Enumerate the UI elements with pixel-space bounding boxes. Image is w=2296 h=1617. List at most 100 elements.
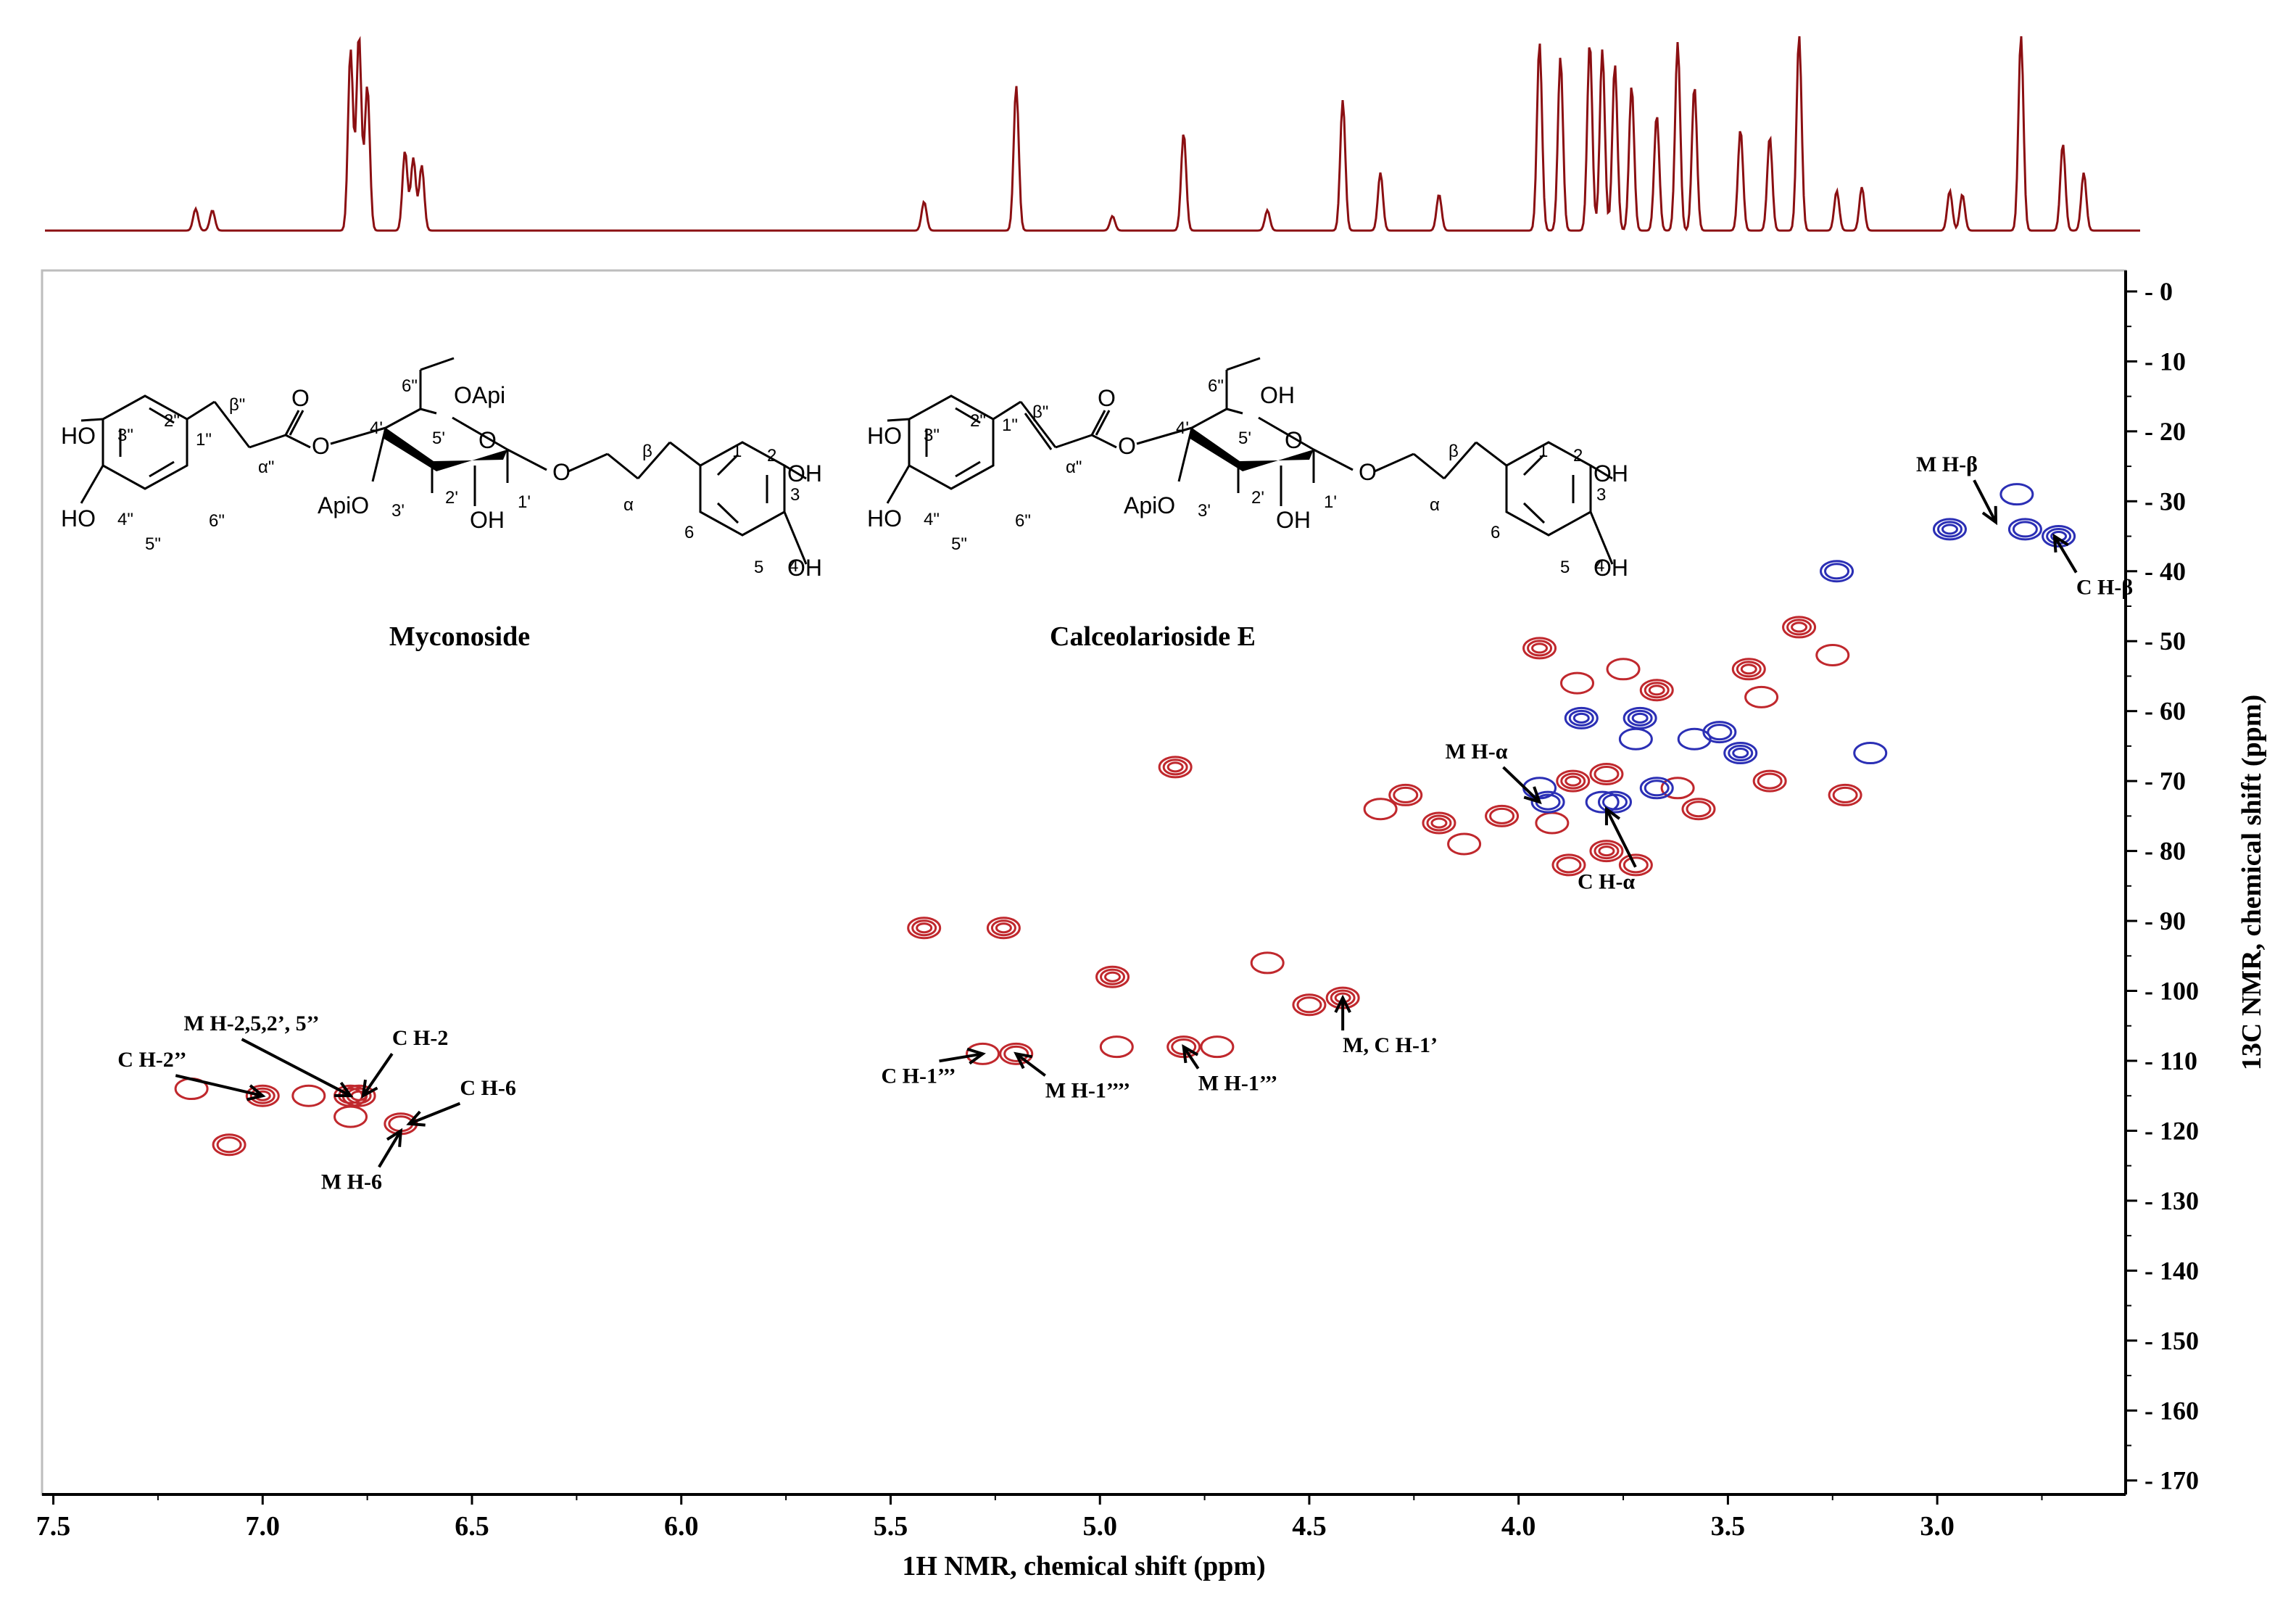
cross-peak-positive [1815,644,1850,667]
y-axis-label: 13C NMR, chemical shift (ppm) [2237,695,2267,1070]
annotation: M, C H-1’ [1334,994,1438,1057]
svg-text:OH: OH [1593,555,1628,581]
cross-peak-positive [245,1084,280,1107]
cross-peak-negative [1677,727,1712,750]
y-tick-label: - 90 [2144,906,2186,935]
svg-text:2': 2' [445,488,458,508]
myconoside-labels: HO HO O O OApi O ApiO OH O OH OH 2" 3" 1… [61,376,822,581]
svg-text:HO: HO [867,505,902,532]
cross-peak-positive [1681,798,1716,821]
cross-peak-positive [212,1133,246,1157]
svg-text:1: 1 [732,442,742,461]
svg-text:OH: OH [1276,507,1311,533]
annotation-arrowhead [1182,1043,1199,1064]
y-tick-label: - 110 [2144,1046,2197,1075]
annotation-arrow [241,1038,352,1097]
annotation-arrowhead [1334,994,1351,1014]
svg-text:HO: HO [61,423,96,449]
annotation-arrow [939,1052,983,1063]
svg-text:α: α [1430,495,1440,515]
svg-text:α": α" [258,458,274,477]
y-axis-ticks: - 0 - 10 - 20 - 30 - 40 - 50 - 60 - 70 - 80 - 90 -… [2126,277,2199,1495]
annotation-arrowhead [1981,505,1998,526]
y-tick-label: - 160 [2144,1396,2199,1425]
svg-text:3": 3" [924,426,940,445]
annotation-label: M H-1’’’’ [1045,1078,1130,1102]
y-tick-label: - 50 [2144,626,2186,656]
svg-text:OH: OH [1260,382,1295,408]
x-axis-label: 1H NMR, chemical shift (ppm) [902,1551,1265,1581]
myconoside-name: Myconoside [389,621,530,652]
y-tick-label: - 30 [2144,487,2186,516]
y-tick-label: - 150 [2144,1326,2199,1355]
svg-text:O: O [478,427,497,453]
x-tick-label: 3.5 [1711,1511,1746,1542]
cross-peak-positive [986,917,1021,940]
svg-text:β": β" [229,395,245,415]
svg-text:α: α [623,495,634,515]
svg-text:3": 3" [117,426,133,445]
svg-text:4: 4 [1595,556,1604,576]
svg-text:β: β [642,442,652,461]
svg-text:HO: HO [61,505,96,532]
svg-text:4": 4" [117,510,133,529]
svg-text:5': 5' [1238,429,1251,448]
annotation: M H-1’’’’ [1014,1051,1130,1102]
annotation-arrow [378,1130,402,1168]
svg-text:ApiO: ApiO [318,492,369,518]
calceolarioside-labels: HO HO O O OH O ApiO OH O OH OH 2" 3" 1" … [867,376,1628,581]
cross-peak-negative [1723,742,1758,765]
svg-text:5: 5 [754,558,763,577]
cross-peak-positive [1485,804,1520,827]
svg-text:1': 1' [518,492,531,512]
y-tick-label: - 40 [2144,557,2186,586]
cross-peak-negative [1999,483,2034,506]
svg-text:1: 1 [1538,442,1548,461]
cross-peak-positive [1363,798,1398,821]
annotation: C H-β [2052,533,2133,600]
annotation-label: C H-β [2076,576,2133,600]
x-tick-label: 7.0 [246,1511,281,1542]
y-tick-label: - 140 [2144,1256,2199,1285]
svg-text:1": 1" [196,430,212,450]
cross-peak-positive [1660,777,1695,800]
svg-text:2: 2 [1573,446,1583,466]
cross-peak-negative [1622,706,1657,729]
annotation-arrowhead [246,1084,266,1101]
cross-peak-positive [1250,951,1285,975]
x-tick-label: 5.0 [1082,1511,1117,1542]
cross-peak-positive [1589,762,1624,785]
svg-text:4": 4" [924,510,940,529]
cross-peak-negative [1853,742,1888,765]
annotation-arrow [1182,1046,1200,1070]
annotation: C H-1’’’ [882,1047,986,1088]
cross-peak-positive [1447,832,1482,856]
svg-text:6: 6 [684,523,694,542]
annotation: M H-6 [321,1128,403,1194]
annotation-arrowhead [386,1128,403,1147]
cross-peak-negative [1597,790,1632,814]
cross-peak-positive [1422,811,1456,835]
annotation-arrow [408,1101,461,1125]
spectrum-trace [45,36,2140,232]
annotation-label: M H-2,5,2’, 5’’ [184,1012,320,1035]
svg-text:O: O [1098,385,1116,411]
svg-text:OH: OH [470,507,505,533]
svg-text:3': 3' [1198,501,1211,521]
annotation-arrowhead [1604,806,1621,826]
svg-text:6: 6 [1491,523,1500,542]
svg-text:5": 5" [951,534,967,554]
x-tick-label: 4.5 [1292,1511,1327,1542]
peak-annotations: M H-β C H-β M H-α C H-α M, C H-1’ M H-1’’’ M H… [117,452,2133,1194]
svg-text:OH: OH [1593,460,1628,487]
annotation-label: M H-β [1916,452,1978,476]
svg-text:β": β" [1032,402,1048,422]
annotation-label: M, C H-1’ [1343,1033,1438,1057]
svg-text:4': 4' [1176,418,1189,438]
cross-peak-positive [1639,679,1674,702]
x-tick-label: 4.0 [1501,1511,1536,1542]
svg-text:3: 3 [1596,485,1606,505]
cross-peak-negative [1932,518,1967,541]
svg-text:α": α" [1066,458,1082,477]
